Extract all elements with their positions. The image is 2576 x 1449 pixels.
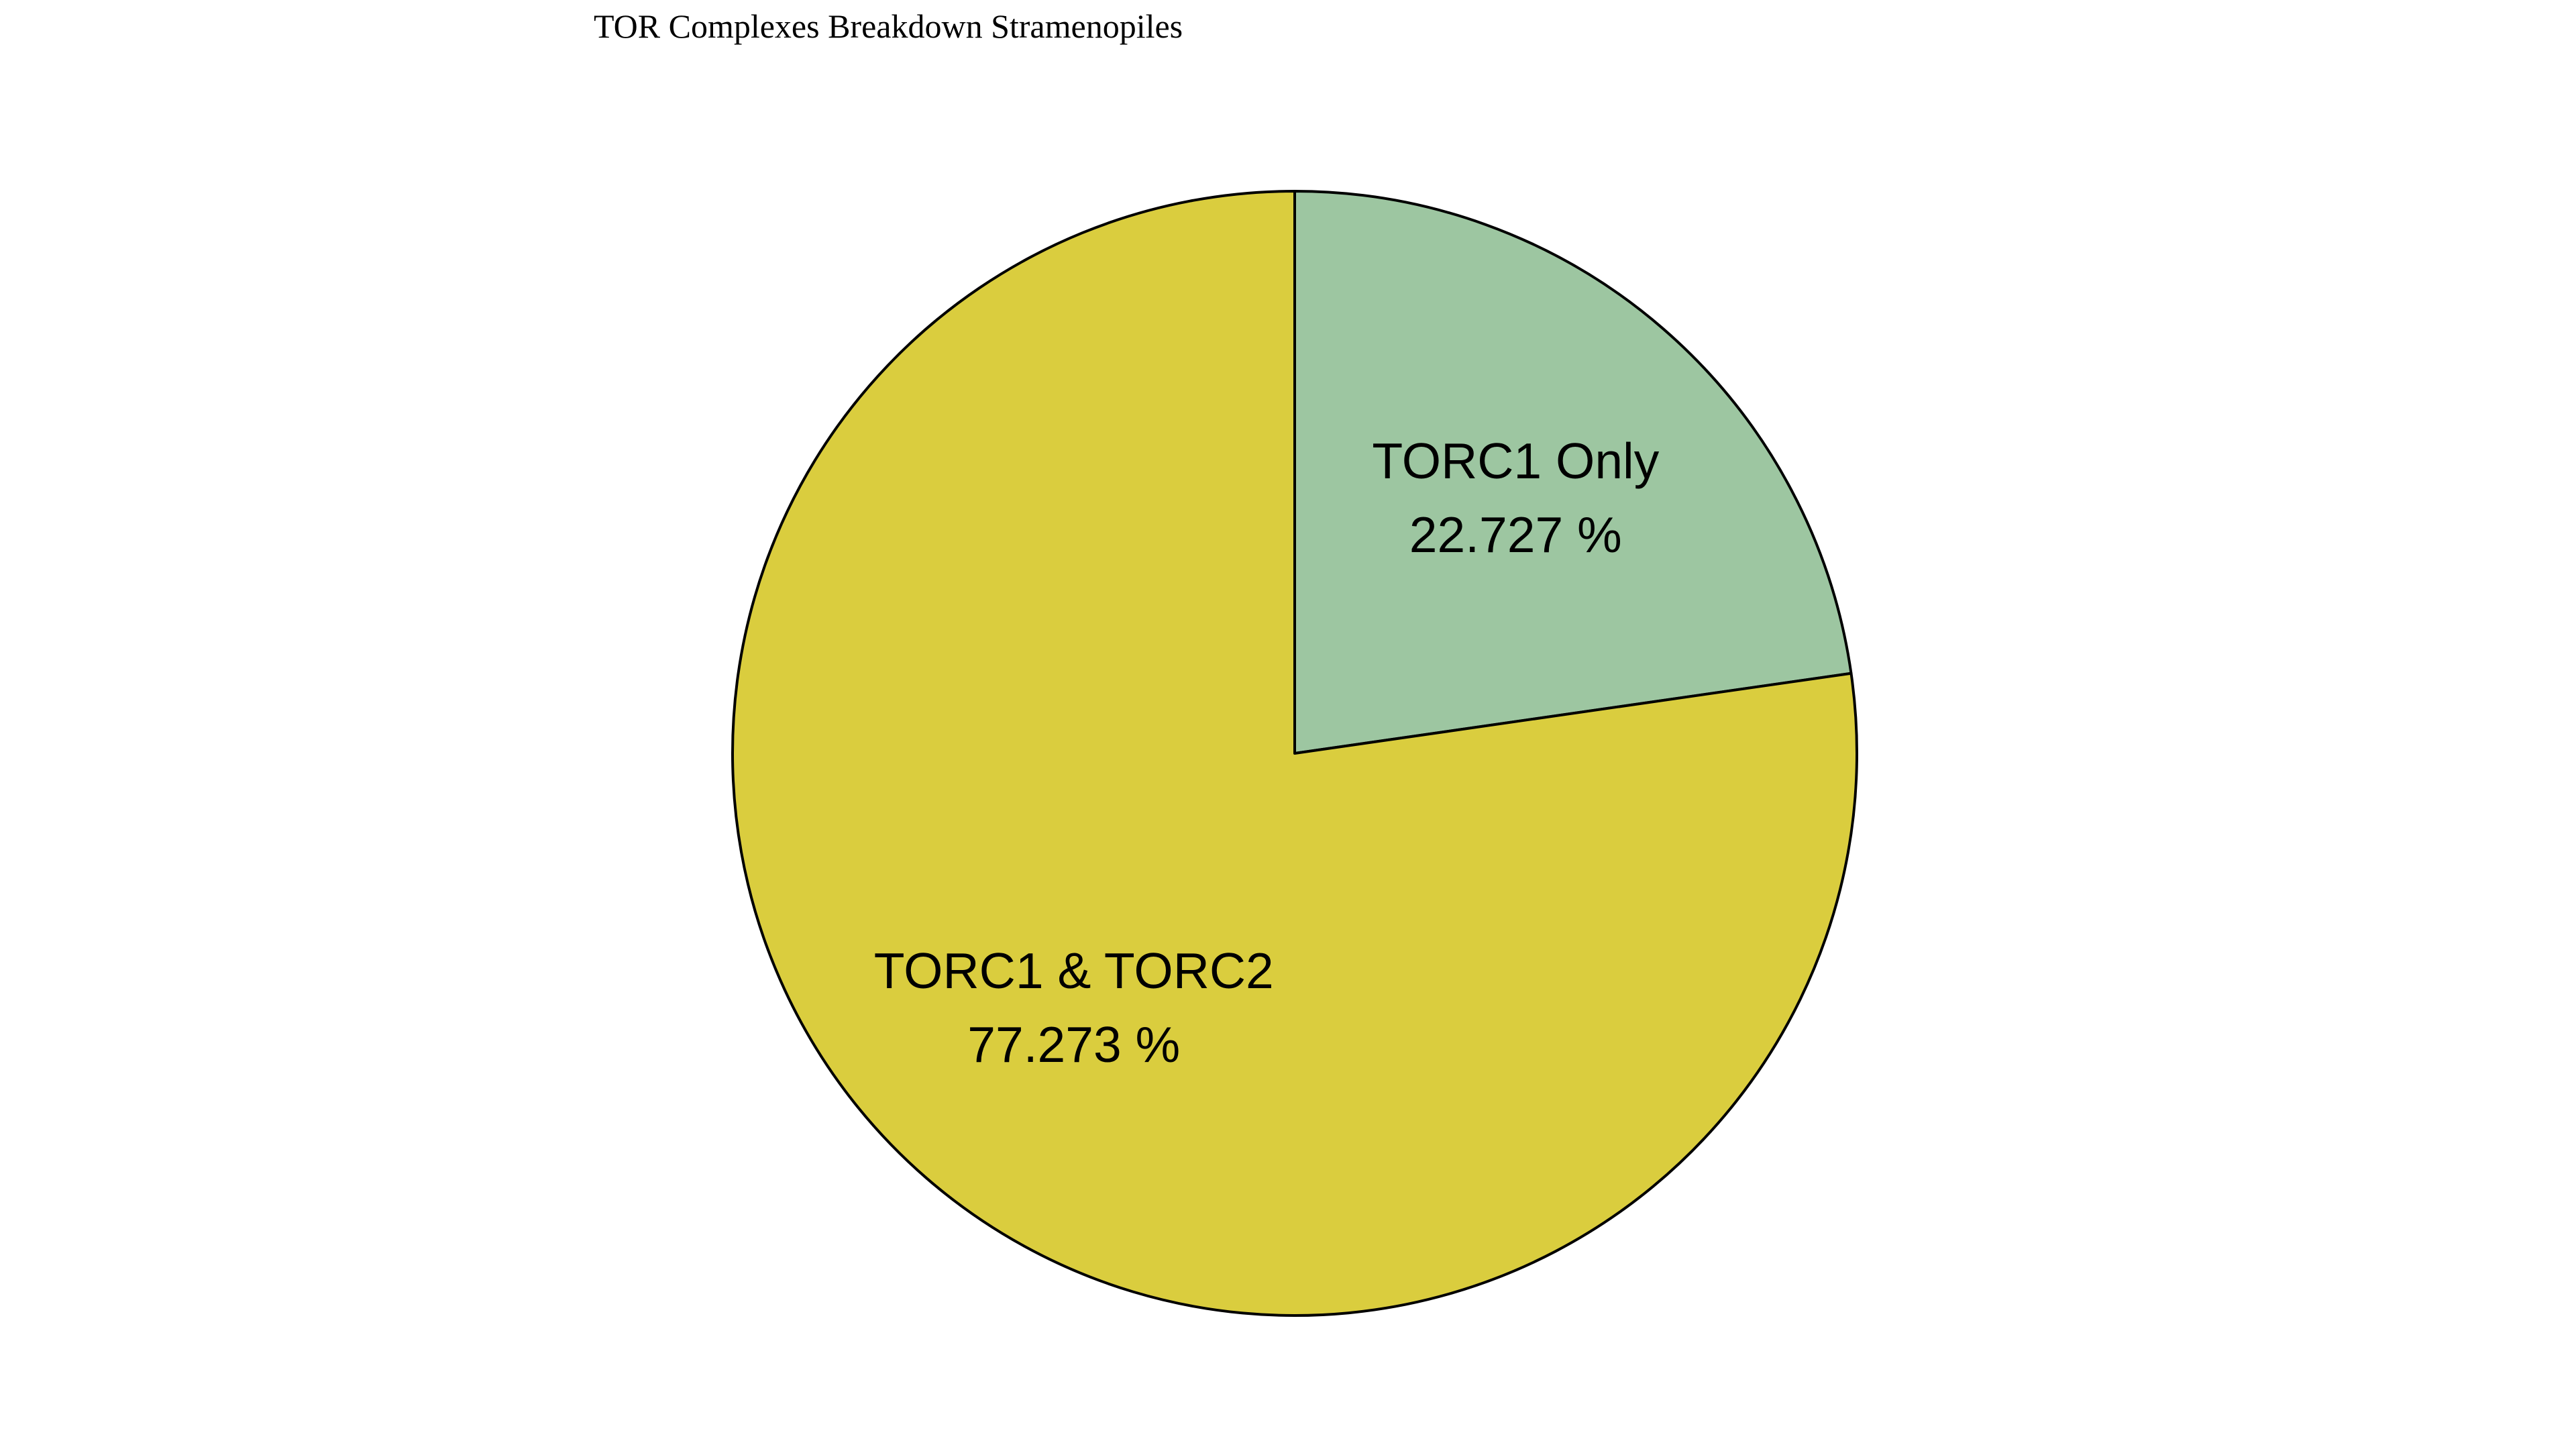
- slice-label: TORC1 Only: [1372, 433, 1659, 489]
- slice-percent-label: 77.273 %: [967, 1016, 1180, 1073]
- pie-slice-torc1-only: [1293, 190, 1853, 755]
- pie-slice-torc1-torc2: [731, 190, 1859, 1317]
- slice-label: TORC1 & TORC2: [874, 943, 1274, 999]
- slice-percent-label: 22.727 %: [1409, 506, 1622, 563]
- chart-title: TOR Complexes Breakdown Stramenopiles: [594, 7, 1183, 45]
